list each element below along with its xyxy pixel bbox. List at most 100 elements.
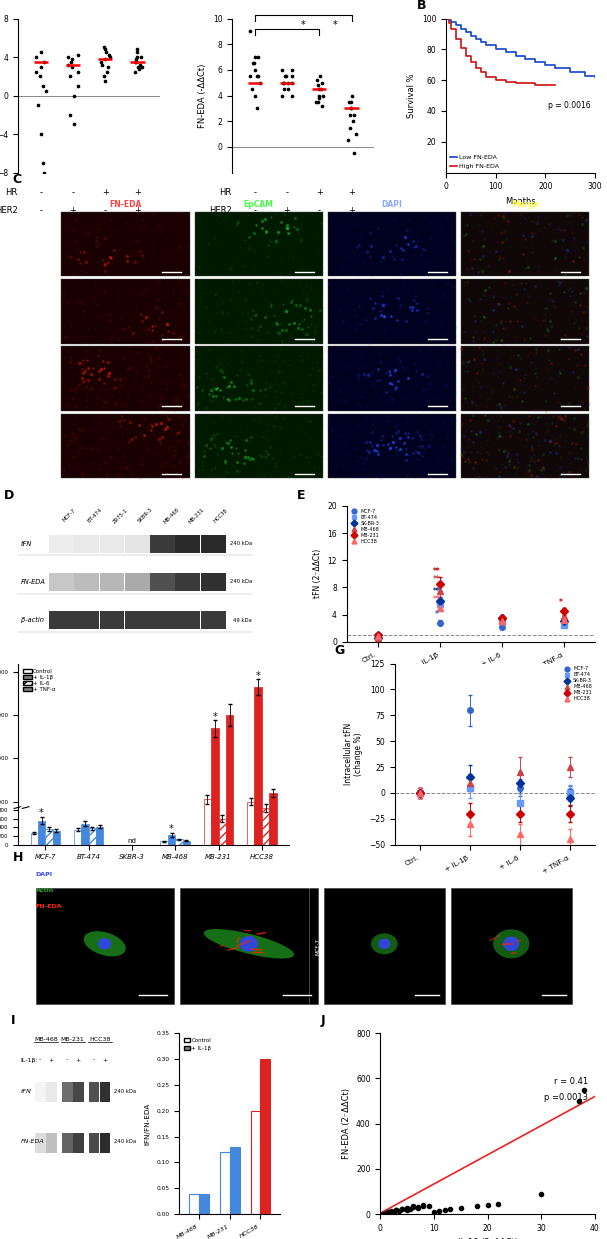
High FN-EDA — [458, 41, 465, 56]
Ellipse shape — [204, 929, 294, 959]
Low FN-EDA — [522, 51, 529, 66]
Point — [287, 59, 297, 79]
Ellipse shape — [503, 937, 520, 952]
Point — [493, 1194, 503, 1214]
Point — [348, 85, 358, 105]
Low FN-EDA — [566, 64, 574, 79]
Point — [345, 118, 355, 138]
Text: -: - — [93, 1058, 95, 1063]
Low FN-EDA — [582, 68, 589, 83]
Point — [346, 98, 356, 118]
Point — [132, 47, 142, 67]
Point — [435, 1201, 444, 1220]
Point — [418, 1196, 428, 1215]
Point — [282, 67, 291, 87]
Low FN-EDA — [477, 35, 484, 50]
Text: *: * — [169, 824, 174, 834]
Bar — [74, 574, 99, 591]
Point — [73, 46, 83, 66]
Text: HCC38: HCC38 — [89, 1037, 110, 1042]
Point — [254, 67, 263, 87]
High FN-EDA — [532, 77, 539, 92]
Point — [245, 21, 255, 41]
Text: EpCAM: EpCAM — [244, 199, 274, 209]
Text: -: - — [318, 207, 320, 216]
Bar — [254, 688, 262, 845]
Point — [345, 92, 355, 112]
Bar — [96, 826, 103, 845]
Point — [395, 1201, 404, 1220]
Text: BT-474: BT-474 — [87, 507, 103, 524]
Text: MCF-7: MCF-7 — [61, 507, 76, 523]
Text: *: * — [559, 598, 563, 607]
Text: D: D — [4, 489, 15, 502]
Bar — [328, 347, 456, 411]
Point — [135, 55, 145, 74]
Y-axis label: Survival %: Survival % — [407, 73, 416, 118]
Point — [351, 124, 361, 144]
Point — [132, 42, 142, 62]
Text: **: ** — [433, 595, 441, 603]
Bar — [38, 820, 46, 845]
Bar — [201, 574, 226, 591]
Text: ZR75-1: ZR75-1 — [112, 507, 129, 524]
Text: *: * — [301, 20, 305, 30]
Point — [389, 1202, 399, 1222]
Point — [99, 37, 109, 57]
Text: -: - — [39, 207, 42, 216]
Point — [132, 40, 141, 59]
Point — [392, 1199, 401, 1219]
Text: +: + — [134, 188, 141, 197]
Point — [65, 67, 75, 87]
High FN-EDA — [447, 22, 455, 37]
Point — [136, 47, 146, 67]
Text: *: * — [256, 670, 260, 680]
Legend: Control, + IL-1β: Control, + IL-1β — [182, 1036, 214, 1053]
Point — [402, 1198, 412, 1218]
Bar — [168, 835, 175, 845]
Point — [413, 1197, 423, 1217]
Point — [317, 95, 327, 115]
Text: Merge: Merge — [511, 199, 538, 209]
Text: I: I — [11, 1014, 16, 1027]
Text: MB-468: MB-468 — [163, 507, 180, 525]
Y-axis label: FN-EDA (-ΔΔCt): FN-EDA (-ΔΔCt) — [198, 63, 208, 128]
Point — [314, 79, 324, 99]
Bar — [194, 279, 323, 343]
Point — [348, 112, 358, 131]
Text: *: * — [435, 611, 439, 620]
Point — [248, 53, 258, 73]
High FN-EDA — [482, 69, 489, 84]
Point — [38, 154, 48, 173]
Bar — [175, 535, 200, 553]
Low FN-EDA — [541, 57, 549, 72]
Low FN-EDA — [512, 48, 519, 63]
Bar — [49, 535, 74, 553]
Text: +: + — [103, 1058, 108, 1063]
Point — [397, 1199, 407, 1219]
Text: **: ** — [433, 587, 441, 596]
Low FN-EDA — [458, 22, 465, 37]
Text: -: - — [72, 188, 75, 197]
Point — [65, 105, 75, 125]
Bar — [150, 611, 175, 629]
Bar — [62, 1132, 72, 1152]
Legend: Control, + IL-1β, + IL-6, + TNF-α: Control, + IL-1β, + IL-6, + TNF-α — [21, 667, 58, 694]
Bar — [49, 574, 74, 591]
High FN-EDA — [541, 77, 549, 92]
Point — [39, 162, 49, 182]
Bar — [194, 347, 323, 411]
Point — [349, 105, 359, 125]
Low FN-EDA — [532, 55, 539, 69]
Bar — [226, 715, 233, 845]
Bar — [204, 799, 211, 845]
Point — [429, 1202, 439, 1222]
Point — [413, 1198, 423, 1218]
Point — [277, 59, 287, 79]
Low FN-EDA — [452, 17, 459, 32]
Point — [287, 67, 297, 87]
Point — [35, 67, 45, 87]
High FN-EDA — [477, 64, 484, 79]
Point — [316, 79, 326, 99]
Point — [314, 85, 324, 105]
